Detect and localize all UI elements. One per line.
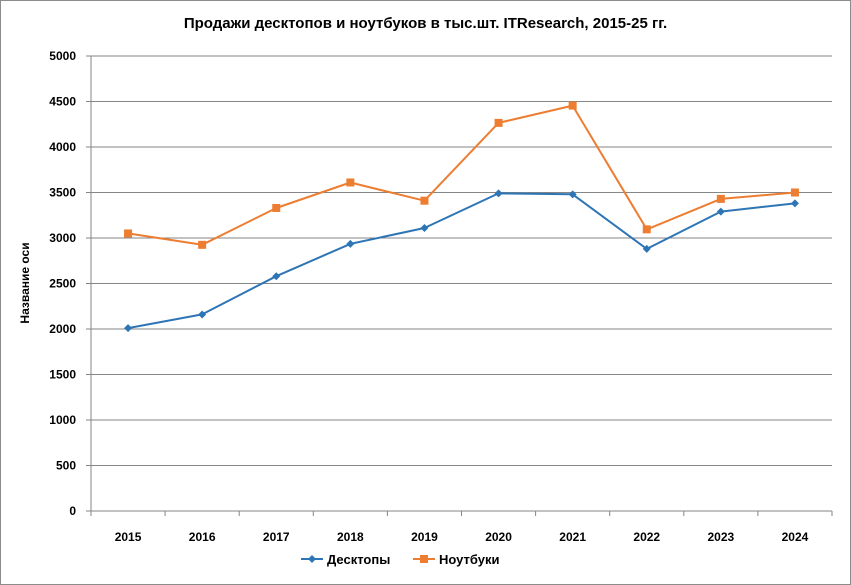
x-tick-label: 2023 [707,530,734,544]
legend-label-laptops: Ноутбуки [439,552,500,567]
x-tick-label: 2019 [411,530,438,544]
x-tick-label: 2022 [633,530,660,544]
data-point-desktops [346,239,355,248]
y-tick-label: 4000 [49,140,76,154]
data-point-laptops [198,240,207,249]
data-point-desktops [716,207,725,216]
legend-marker-laptops [420,555,428,563]
data-point-desktops [272,272,281,281]
data-point-laptops [124,229,133,238]
data-point-laptops [716,194,725,203]
data-point-laptops [272,203,281,212]
x-tick-label: 2021 [559,530,586,544]
data-point-desktops [494,189,503,198]
legend-marker-desktops [308,555,316,563]
y-tick-label: 0 [69,504,76,518]
y-tick-label: 500 [56,459,76,473]
y-tick-label: 2000 [49,322,76,336]
y-axis-title: Название оси [18,242,32,323]
y-tick-label: 3000 [49,231,76,245]
data-point-desktops [420,223,429,232]
y-tick-label: 3500 [49,186,76,200]
x-tick-label: 2017 [263,530,290,544]
data-point-laptops [420,196,429,205]
data-point-laptops [790,188,799,197]
legend-label-desktops: Десктопы [327,552,390,567]
y-tick-label: 1000 [49,413,76,427]
y-tick-label: 5000 [49,49,76,63]
data-point-laptops [346,178,355,187]
chart-title: Продажи десктопов и ноутбуков в тыс.шт. … [183,15,668,32]
y-tick-label: 2500 [49,277,76,291]
data-point-desktops [790,199,799,208]
data-point-laptops [568,101,577,110]
data-point-laptops [494,118,503,127]
x-tick-label: 2018 [337,530,364,544]
data-point-desktops [642,244,651,253]
series-line-laptops [127,104,795,246]
data-point-laptops [642,225,651,234]
series-line-desktops [127,192,796,330]
y-tick-label: 4500 [49,95,76,109]
x-tick-label: 2016 [189,530,216,544]
data-point-desktops [568,190,577,199]
y-tick-label: 1500 [49,368,76,382]
data-point-desktops [124,324,133,333]
x-tick-label: 2024 [782,530,809,544]
data-point-desktops [198,310,207,319]
x-tick-label: 2020 [485,530,512,544]
x-tick-label: 2015 [115,530,142,544]
